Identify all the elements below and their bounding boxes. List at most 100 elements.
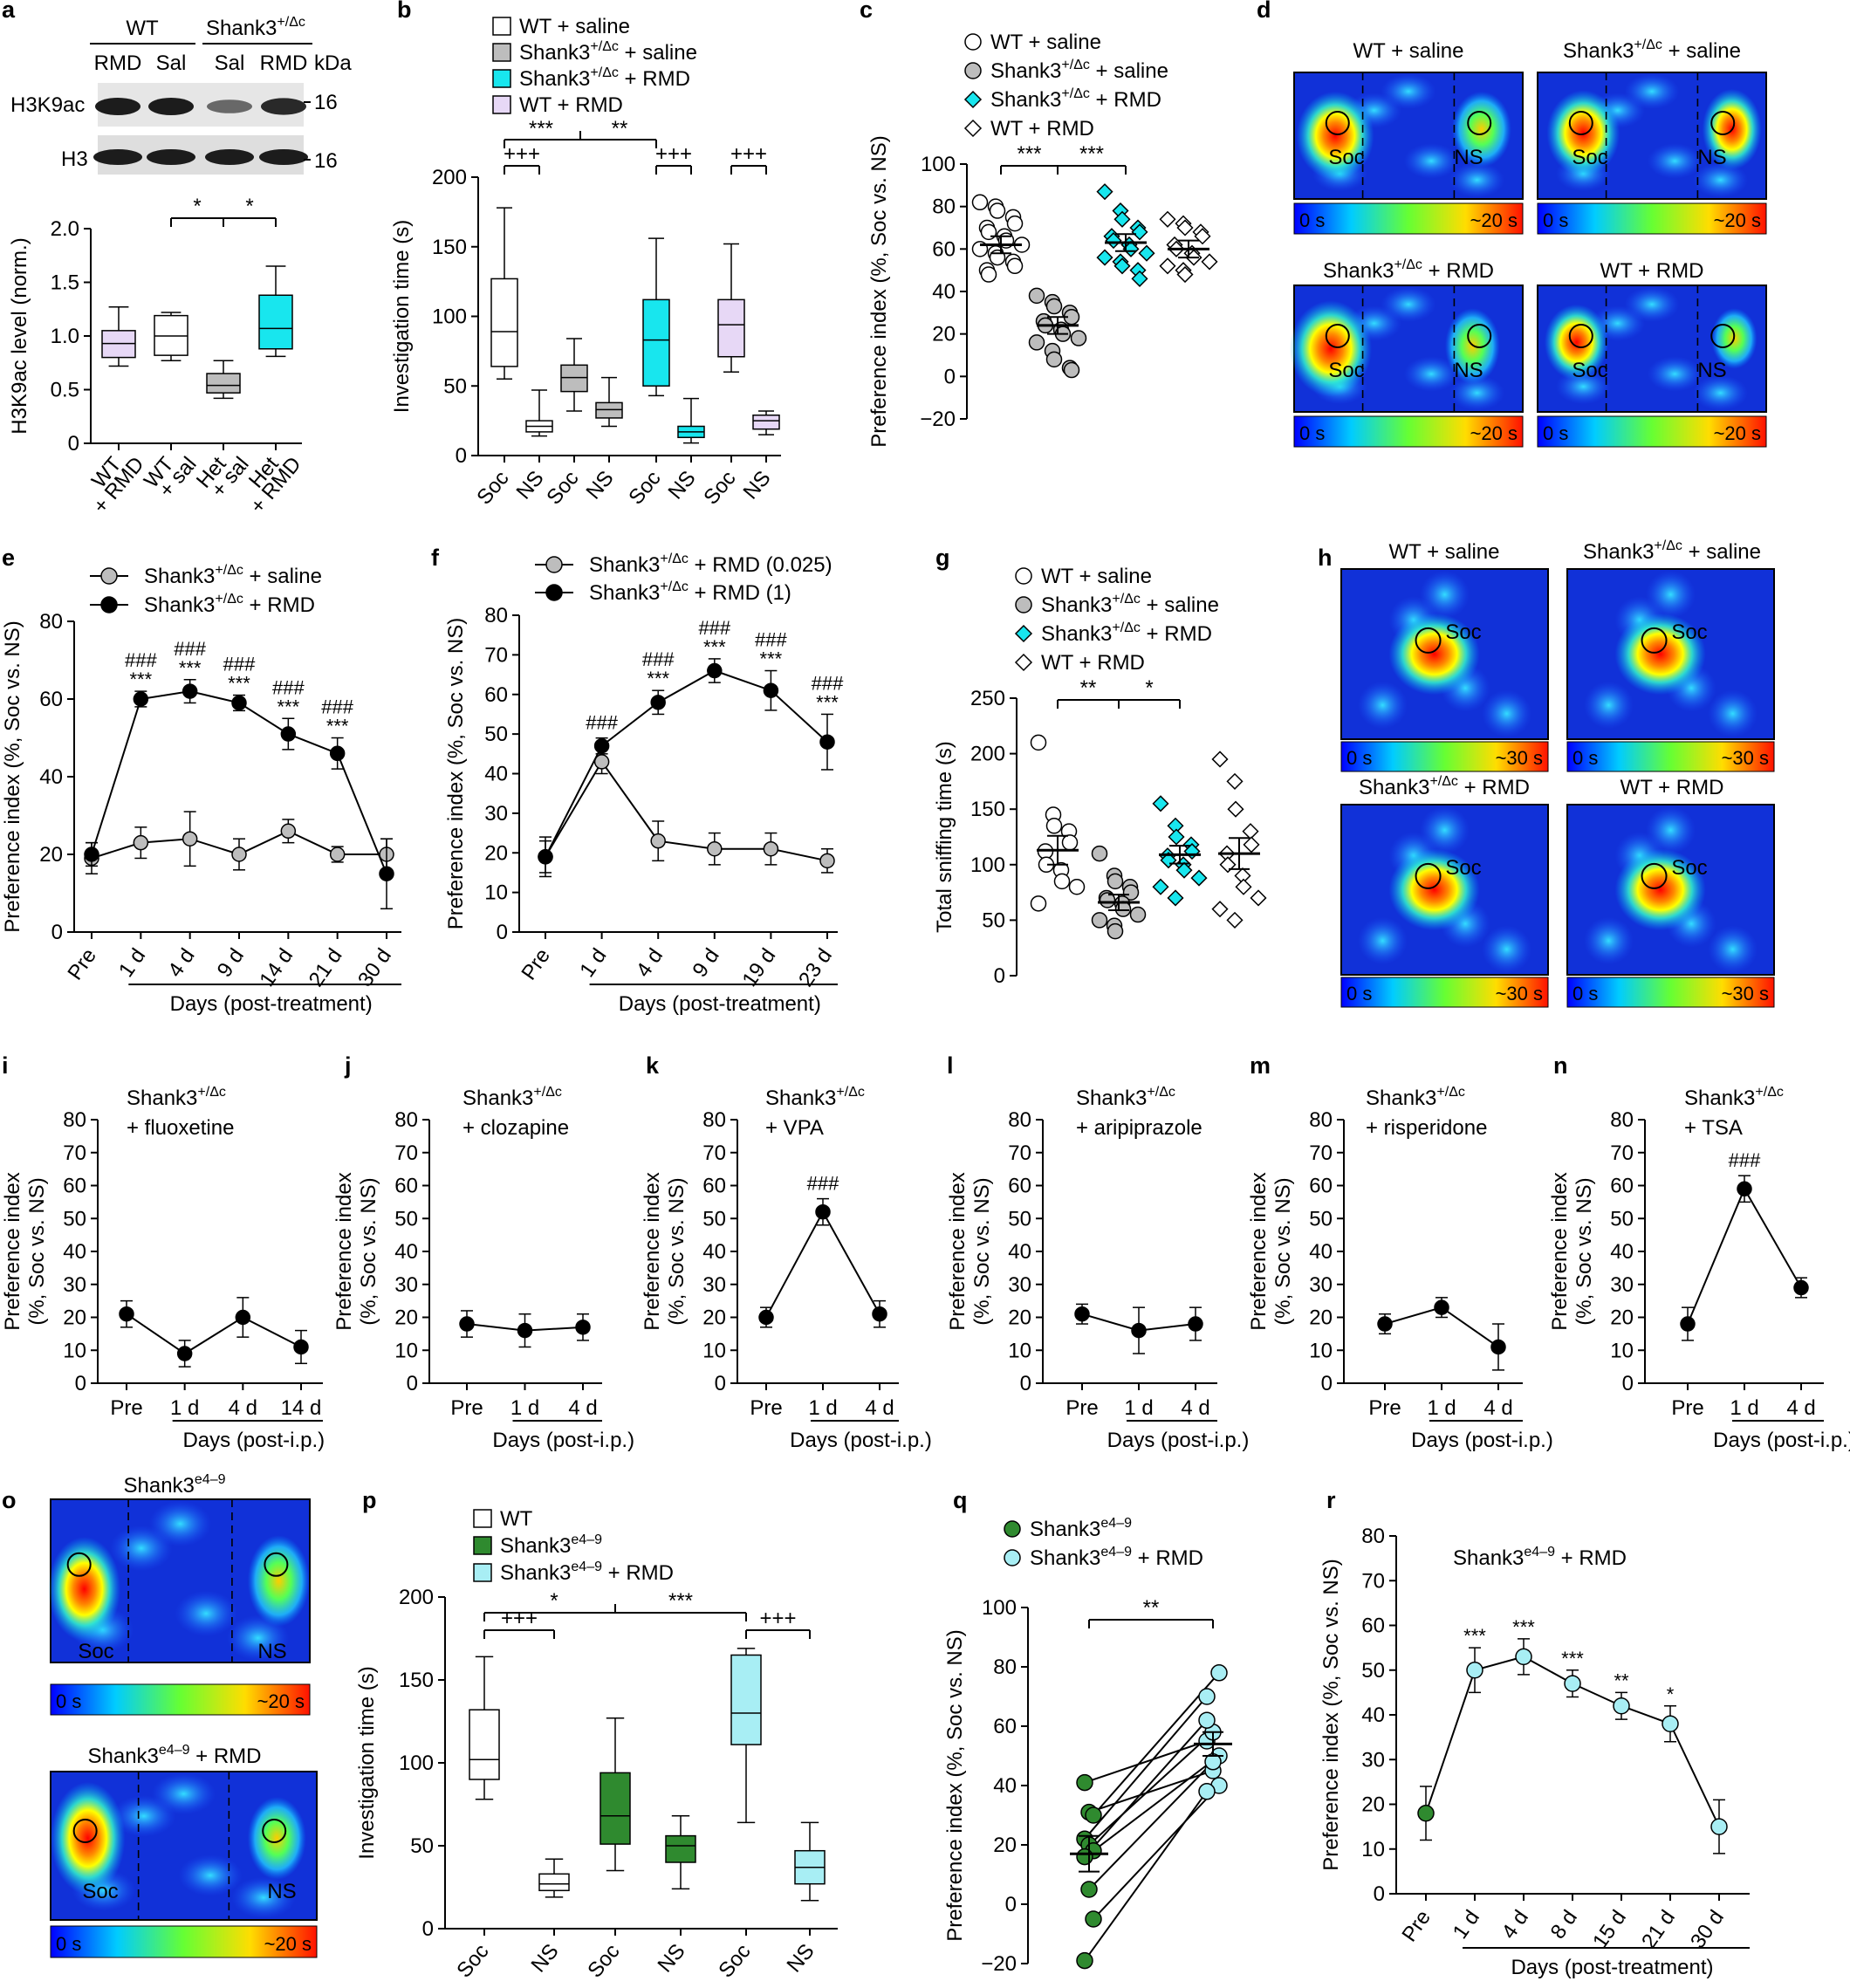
box-body (206, 373, 241, 394)
legend-label-base: Shank3 (1041, 593, 1112, 617)
y-tick-label: 50 (63, 1207, 86, 1231)
x-axis-label: Days (post-i.p.) (492, 1429, 634, 1452)
y-axis-label: Preference index (%, Soc vs. NS) (943, 1629, 967, 1941)
data-point (1417, 1805, 1435, 1822)
soc-label: Soc (1572, 359, 1607, 382)
pair-line (1084, 1740, 1208, 1784)
data-point (293, 1339, 309, 1355)
legend-label: WT (500, 1507, 533, 1531)
legend-marker (1004, 1549, 1021, 1566)
scale-max-label: ~20 s (1714, 209, 1761, 231)
soc-label: Soc (82, 1880, 118, 1903)
data-point (379, 866, 394, 881)
scale-min-label: 0 s (56, 1690, 81, 1712)
band-h3 (259, 149, 308, 165)
box-3 (595, 376, 623, 428)
chart-title: Shank3+/Δc (462, 1085, 562, 1110)
scale-min-label: 0 s (1572, 747, 1598, 769)
series-0 (1417, 1638, 1728, 1854)
sig-label: ** (1080, 676, 1097, 700)
color-scale-bar (1566, 741, 1775, 772)
box-body (490, 278, 518, 367)
heatmap-title-base: Shank3 (1583, 540, 1654, 564)
sig-hash: ### (125, 649, 157, 671)
heatmap-faint (1403, 143, 1459, 179)
legend-swatch (492, 17, 511, 36)
ns-label: NS (267, 1880, 296, 1903)
y-axis-label: Preference index (%, Soc vs. NS) (444, 618, 468, 929)
color-scale-bar (1340, 741, 1549, 772)
x-ticks (765, 1383, 880, 1390)
sig-hash: ### (755, 629, 787, 651)
cup-circle (1467, 111, 1492, 135)
lane-label: Sal (215, 51, 245, 75)
data-point (1068, 878, 1086, 895)
heatmap-title-base: Shank3 (1359, 776, 1429, 799)
data-point-after (1210, 1664, 1228, 1682)
heatmap-faint (1646, 570, 1696, 619)
y-tick-label: 70 (1610, 1141, 1634, 1165)
chart-title: Shank3+/Δc (1366, 1085, 1465, 1110)
y-tick-label: 50 (394, 1207, 418, 1231)
y-tick-label: 100 (399, 1751, 434, 1775)
heatmap-title-base: Shank3 (1323, 259, 1394, 283)
y-axis-label: Preference index (641, 1172, 664, 1330)
legend-label: Shank3+/Δc + RMD (1041, 620, 1212, 646)
legend-label: Shank3e4–9 (1030, 1516, 1132, 1541)
heatmap-faint (1646, 805, 1696, 854)
x-tick-label: Soc (699, 467, 740, 510)
cup-circle (1641, 862, 1668, 889)
legend-label: WT + saline (519, 15, 630, 38)
x-tick-label: Pre (1397, 1906, 1435, 1946)
x-tick-label: 9 d (688, 944, 723, 982)
x-tick-label: 4 d (1181, 1396, 1209, 1420)
heatmap-h-3 (1566, 804, 1775, 976)
x-ticks (504, 456, 767, 463)
scale-h-2: 0 s ~30 s (1340, 977, 1549, 1008)
color-scale-bar (1293, 202, 1524, 235)
data-point (1129, 906, 1147, 923)
heatmap-faint (1449, 374, 1505, 411)
series-line (545, 669, 828, 858)
y-tick-label: 50 (484, 723, 508, 746)
y-axis-label: H3K9ac level (norm.) (8, 237, 31, 434)
color-scale-bar (50, 1925, 318, 1958)
legend-label: Shank3+/Δc + saline (990, 58, 1168, 83)
y-axis-b: 0 50 100 150 200 Investigation time (s) (390, 166, 479, 468)
y-tick-label: 0 (1374, 1882, 1385, 1906)
data-point (1242, 823, 1259, 840)
y-axis-q: −20 0 20 40 60 80 100 Preference index (%, Soc … (943, 1596, 1029, 1976)
panel-label-e: e (2, 545, 15, 571)
heatmap-faint (1449, 161, 1505, 198)
legend-label-rest: + RMD (1132, 1546, 1203, 1570)
group-c-0 (971, 194, 1031, 283)
legend-f-0: Shank3+/Δc + RMD (0.025) (535, 552, 832, 577)
pair-line (1093, 1785, 1220, 1920)
sig-label: *** (1079, 142, 1104, 166)
sig-label: *** (668, 1589, 693, 1613)
data-point (1188, 1316, 1203, 1332)
legend-label: Shank3+/Δc + saline (1041, 592, 1219, 617)
lane-label: Sal (156, 51, 187, 75)
group-label-het-base: Shank3 (206, 17, 277, 40)
y-tick-label: 20 (63, 1306, 86, 1330)
heatmap-hotspot (1544, 304, 1609, 380)
ns-label: NS (1454, 146, 1483, 169)
ns-label: NS (1697, 146, 1726, 169)
series-0 (459, 1310, 591, 1348)
pair-line (1084, 1791, 1208, 1962)
y-tick-label: 0 (1321, 1372, 1333, 1395)
data-point (819, 734, 835, 750)
y-tick-label: 100 (921, 153, 956, 176)
y-axis-m: 0 10 20 30 40 50 60 70 80 Preference index (1247, 1108, 1345, 1395)
x-tick-label: 4 d (1497, 1906, 1533, 1943)
y-tick-label: 50 (410, 1834, 434, 1858)
data-point (1152, 878, 1169, 895)
series-0 (84, 811, 394, 874)
cup-circle (1710, 111, 1736, 135)
band-h3k9ac (261, 98, 306, 115)
